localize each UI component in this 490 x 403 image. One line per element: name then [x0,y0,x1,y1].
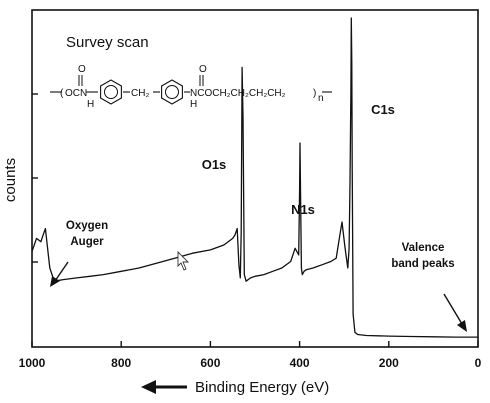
formula-o-upper: O [199,64,207,75]
peak-label-o1s: O1s [202,157,227,172]
formula-ocn: OCN [65,88,87,99]
plot-frame [31,9,479,348]
peak-label-n1s: N1s [291,202,315,217]
formula-o-upper: O [78,64,86,75]
benzene-ring-icon [161,79,183,105]
annotation-valence-line1: Valence [402,242,445,254]
x-axis-label: Binding Energy (eV) [195,379,329,396]
x-tick-label: 200 [379,356,399,370]
peak-label-c1s: C1s [371,102,395,117]
arrow-head-icon [457,320,467,332]
formula-h: H [87,99,94,110]
formula-ncoch: NCOCH₂CH₂CH₂CH₂ [190,88,286,99]
annotation-oxygen-auger-line2: Auger [70,236,104,248]
oxygen-auger-arrow-line [54,261,69,282]
x-tick-label: 600 [200,356,220,370]
y-axis-label: counts [2,158,19,202]
valence-arrow-line [443,293,463,325]
arrow-left-icon [141,380,156,394]
annotation-valence-line2: band peaks [391,258,454,270]
formula-open-paren: ( [60,88,64,99]
formula-close-paren: ) [313,88,316,99]
x-tick-label: 1000 [19,356,46,370]
annotation-oxygen-auger-line1: Oxygen [66,220,108,232]
benzene-ring-icon-ring [165,85,179,99]
formula-h: H [190,99,197,110]
polymer-formula: (OCN O H CH₂ NCOCH₂CH₂CH₂CH₂ O H) n [50,64,332,110]
x-tick-label: 400 [290,356,310,370]
chart-title: Survey scan [66,34,149,51]
arrow-head-icon [50,276,60,287]
x-tick-label: 0 [475,356,482,370]
x-tick-label: 800 [111,356,131,370]
spectrum-line [31,17,478,338]
formula-ch2: CH₂ [131,88,149,99]
benzene-ring-icon [100,79,122,105]
mouse-cursor-icon [177,250,190,271]
formula-subscript-n: n [318,93,324,104]
benzene-ring-icon-ring [104,85,118,99]
